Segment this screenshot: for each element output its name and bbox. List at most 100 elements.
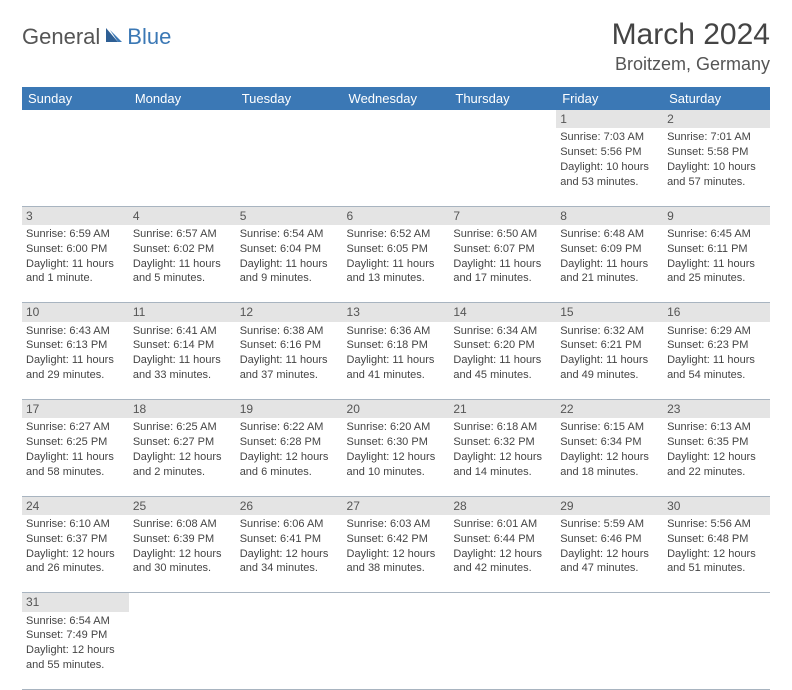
day-detail-cell: Sunrise: 6:57 AMSunset: 6:02 PMDaylight:…: [129, 225, 236, 303]
day-detail-cell: Sunrise: 7:01 AMSunset: 5:58 PMDaylight:…: [663, 128, 770, 206]
day-info-line: Sunrise: 6:08 AM: [133, 517, 232, 532]
day-info-line: Sunrise: 6:13 AM: [667, 420, 766, 435]
day-info-line: Daylight: 11 hours: [133, 257, 232, 272]
day-info-line: and 55 minutes.: [26, 658, 125, 673]
day-info-line: Daylight: 12 hours: [133, 450, 232, 465]
day-info-line: Sunset: 6:35 PM: [667, 435, 766, 450]
day-info-line: Daylight: 11 hours: [667, 353, 766, 368]
page-header: General Blue March 2024 Broitzem, German…: [22, 18, 770, 75]
day-info-line: and 1 minute.: [26, 271, 125, 286]
day-number-cell: 11: [129, 303, 236, 322]
day-number-cell: 22: [556, 400, 663, 419]
calendar-table: Sunday Monday Tuesday Wednesday Thursday…: [22, 87, 770, 690]
day-info-line: Daylight: 11 hours: [347, 257, 446, 272]
day-detail-cell: [449, 612, 556, 690]
day-number-cell: 7: [449, 206, 556, 225]
day-number-cell: [343, 593, 450, 612]
day-info-line: Daylight: 11 hours: [240, 257, 339, 272]
day-detail-cell: Sunrise: 6:22 AMSunset: 6:28 PMDaylight:…: [236, 418, 343, 496]
weekday-header-row: Sunday Monday Tuesday Wednesday Thursday…: [22, 87, 770, 110]
day-info-line: Sunrise: 6:25 AM: [133, 420, 232, 435]
day-info-line: and 58 minutes.: [26, 465, 125, 480]
day-number-cell: 21: [449, 400, 556, 419]
day-number-cell: [129, 593, 236, 612]
day-detail-cell: Sunrise: 6:52 AMSunset: 6:05 PMDaylight:…: [343, 225, 450, 303]
day-number-cell: 30: [663, 496, 770, 515]
day-detail-cell: Sunrise: 6:54 AMSunset: 6:04 PMDaylight:…: [236, 225, 343, 303]
day-info-line: Sunset: 5:58 PM: [667, 145, 766, 160]
day-info-line: Sunrise: 6:48 AM: [560, 227, 659, 242]
day-detail-row: Sunrise: 6:43 AMSunset: 6:13 PMDaylight:…: [22, 322, 770, 400]
day-info-line: Sunrise: 6:32 AM: [560, 324, 659, 339]
day-number-cell: 26: [236, 496, 343, 515]
day-detail-cell: [663, 612, 770, 690]
day-info-line: and 26 minutes.: [26, 561, 125, 576]
day-info-line: Daylight: 11 hours: [560, 257, 659, 272]
weekday-header: Monday: [129, 87, 236, 110]
day-detail-cell: Sunrise: 6:38 AMSunset: 6:16 PMDaylight:…: [236, 322, 343, 400]
day-info-line: Sunset: 6:20 PM: [453, 338, 552, 353]
day-info-line: Sunrise: 7:01 AM: [667, 130, 766, 145]
day-detail-cell: [449, 128, 556, 206]
day-number-cell: [449, 110, 556, 128]
day-number-cell: 16: [663, 303, 770, 322]
day-info-line: Sunrise: 6:20 AM: [347, 420, 446, 435]
day-info-line: Sunset: 6:13 PM: [26, 338, 125, 353]
day-info-line: Daylight: 12 hours: [26, 547, 125, 562]
logo-text-general: General: [22, 24, 100, 50]
day-info-line: and 22 minutes.: [667, 465, 766, 480]
day-detail-cell: Sunrise: 6:01 AMSunset: 6:44 PMDaylight:…: [449, 515, 556, 593]
day-number-cell: [449, 593, 556, 612]
day-detail-cell: Sunrise: 6:13 AMSunset: 6:35 PMDaylight:…: [663, 418, 770, 496]
day-number-cell: [663, 593, 770, 612]
day-detail-cell: Sunrise: 6:27 AMSunset: 6:25 PMDaylight:…: [22, 418, 129, 496]
day-number-cell: 15: [556, 303, 663, 322]
day-info-line: Sunrise: 6:38 AM: [240, 324, 339, 339]
day-info-line: Daylight: 12 hours: [453, 450, 552, 465]
day-info-line: Sunset: 6:05 PM: [347, 242, 446, 257]
day-info-line: Sunrise: 7:03 AM: [560, 130, 659, 145]
logo-text-blue: Blue: [127, 24, 171, 50]
day-info-line: and 42 minutes.: [453, 561, 552, 576]
day-info-line: Sunrise: 6:54 AM: [26, 614, 125, 629]
day-info-line: Sunrise: 6:18 AM: [453, 420, 552, 435]
day-info-line: and 13 minutes.: [347, 271, 446, 286]
day-detail-cell: Sunrise: 6:36 AMSunset: 6:18 PMDaylight:…: [343, 322, 450, 400]
day-info-line: Daylight: 11 hours: [133, 353, 232, 368]
day-detail-cell: Sunrise: 7:03 AMSunset: 5:56 PMDaylight:…: [556, 128, 663, 206]
day-info-line: and 37 minutes.: [240, 368, 339, 383]
day-number-row: 17181920212223: [22, 400, 770, 419]
day-detail-cell: Sunrise: 6:48 AMSunset: 6:09 PMDaylight:…: [556, 225, 663, 303]
day-info-line: Sunset: 6:44 PM: [453, 532, 552, 547]
day-info-line: Sunrise: 5:56 AM: [667, 517, 766, 532]
day-number-cell: 10: [22, 303, 129, 322]
day-info-line: and 33 minutes.: [133, 368, 232, 383]
day-info-line: Sunrise: 6:50 AM: [453, 227, 552, 242]
day-info-line: and 54 minutes.: [667, 368, 766, 383]
day-info-line: and 6 minutes.: [240, 465, 339, 480]
day-number-cell: 18: [129, 400, 236, 419]
day-detail-cell: [343, 128, 450, 206]
day-info-line: and 47 minutes.: [560, 561, 659, 576]
day-detail-cell: Sunrise: 6:41 AMSunset: 6:14 PMDaylight:…: [129, 322, 236, 400]
day-number-cell: 23: [663, 400, 770, 419]
day-number-cell: 2: [663, 110, 770, 128]
day-number-cell: 6: [343, 206, 450, 225]
day-info-line: Daylight: 11 hours: [453, 257, 552, 272]
day-detail-cell: Sunrise: 6:15 AMSunset: 6:34 PMDaylight:…: [556, 418, 663, 496]
day-detail-cell: Sunrise: 6:34 AMSunset: 6:20 PMDaylight:…: [449, 322, 556, 400]
weekday-header: Wednesday: [343, 87, 450, 110]
day-info-line: and 5 minutes.: [133, 271, 232, 286]
day-number-cell: 13: [343, 303, 450, 322]
day-info-line: Sunrise: 6:57 AM: [133, 227, 232, 242]
day-info-line: and 38 minutes.: [347, 561, 446, 576]
day-info-line: Sunrise: 6:34 AM: [453, 324, 552, 339]
day-info-line: Daylight: 12 hours: [240, 450, 339, 465]
day-detail-cell: Sunrise: 6:25 AMSunset: 6:27 PMDaylight:…: [129, 418, 236, 496]
day-number-row: 12: [22, 110, 770, 128]
day-number-cell: 14: [449, 303, 556, 322]
day-info-line: Sunrise: 6:45 AM: [667, 227, 766, 242]
day-number-cell: 1: [556, 110, 663, 128]
day-detail-cell: Sunrise: 6:03 AMSunset: 6:42 PMDaylight:…: [343, 515, 450, 593]
day-number-cell: 28: [449, 496, 556, 515]
